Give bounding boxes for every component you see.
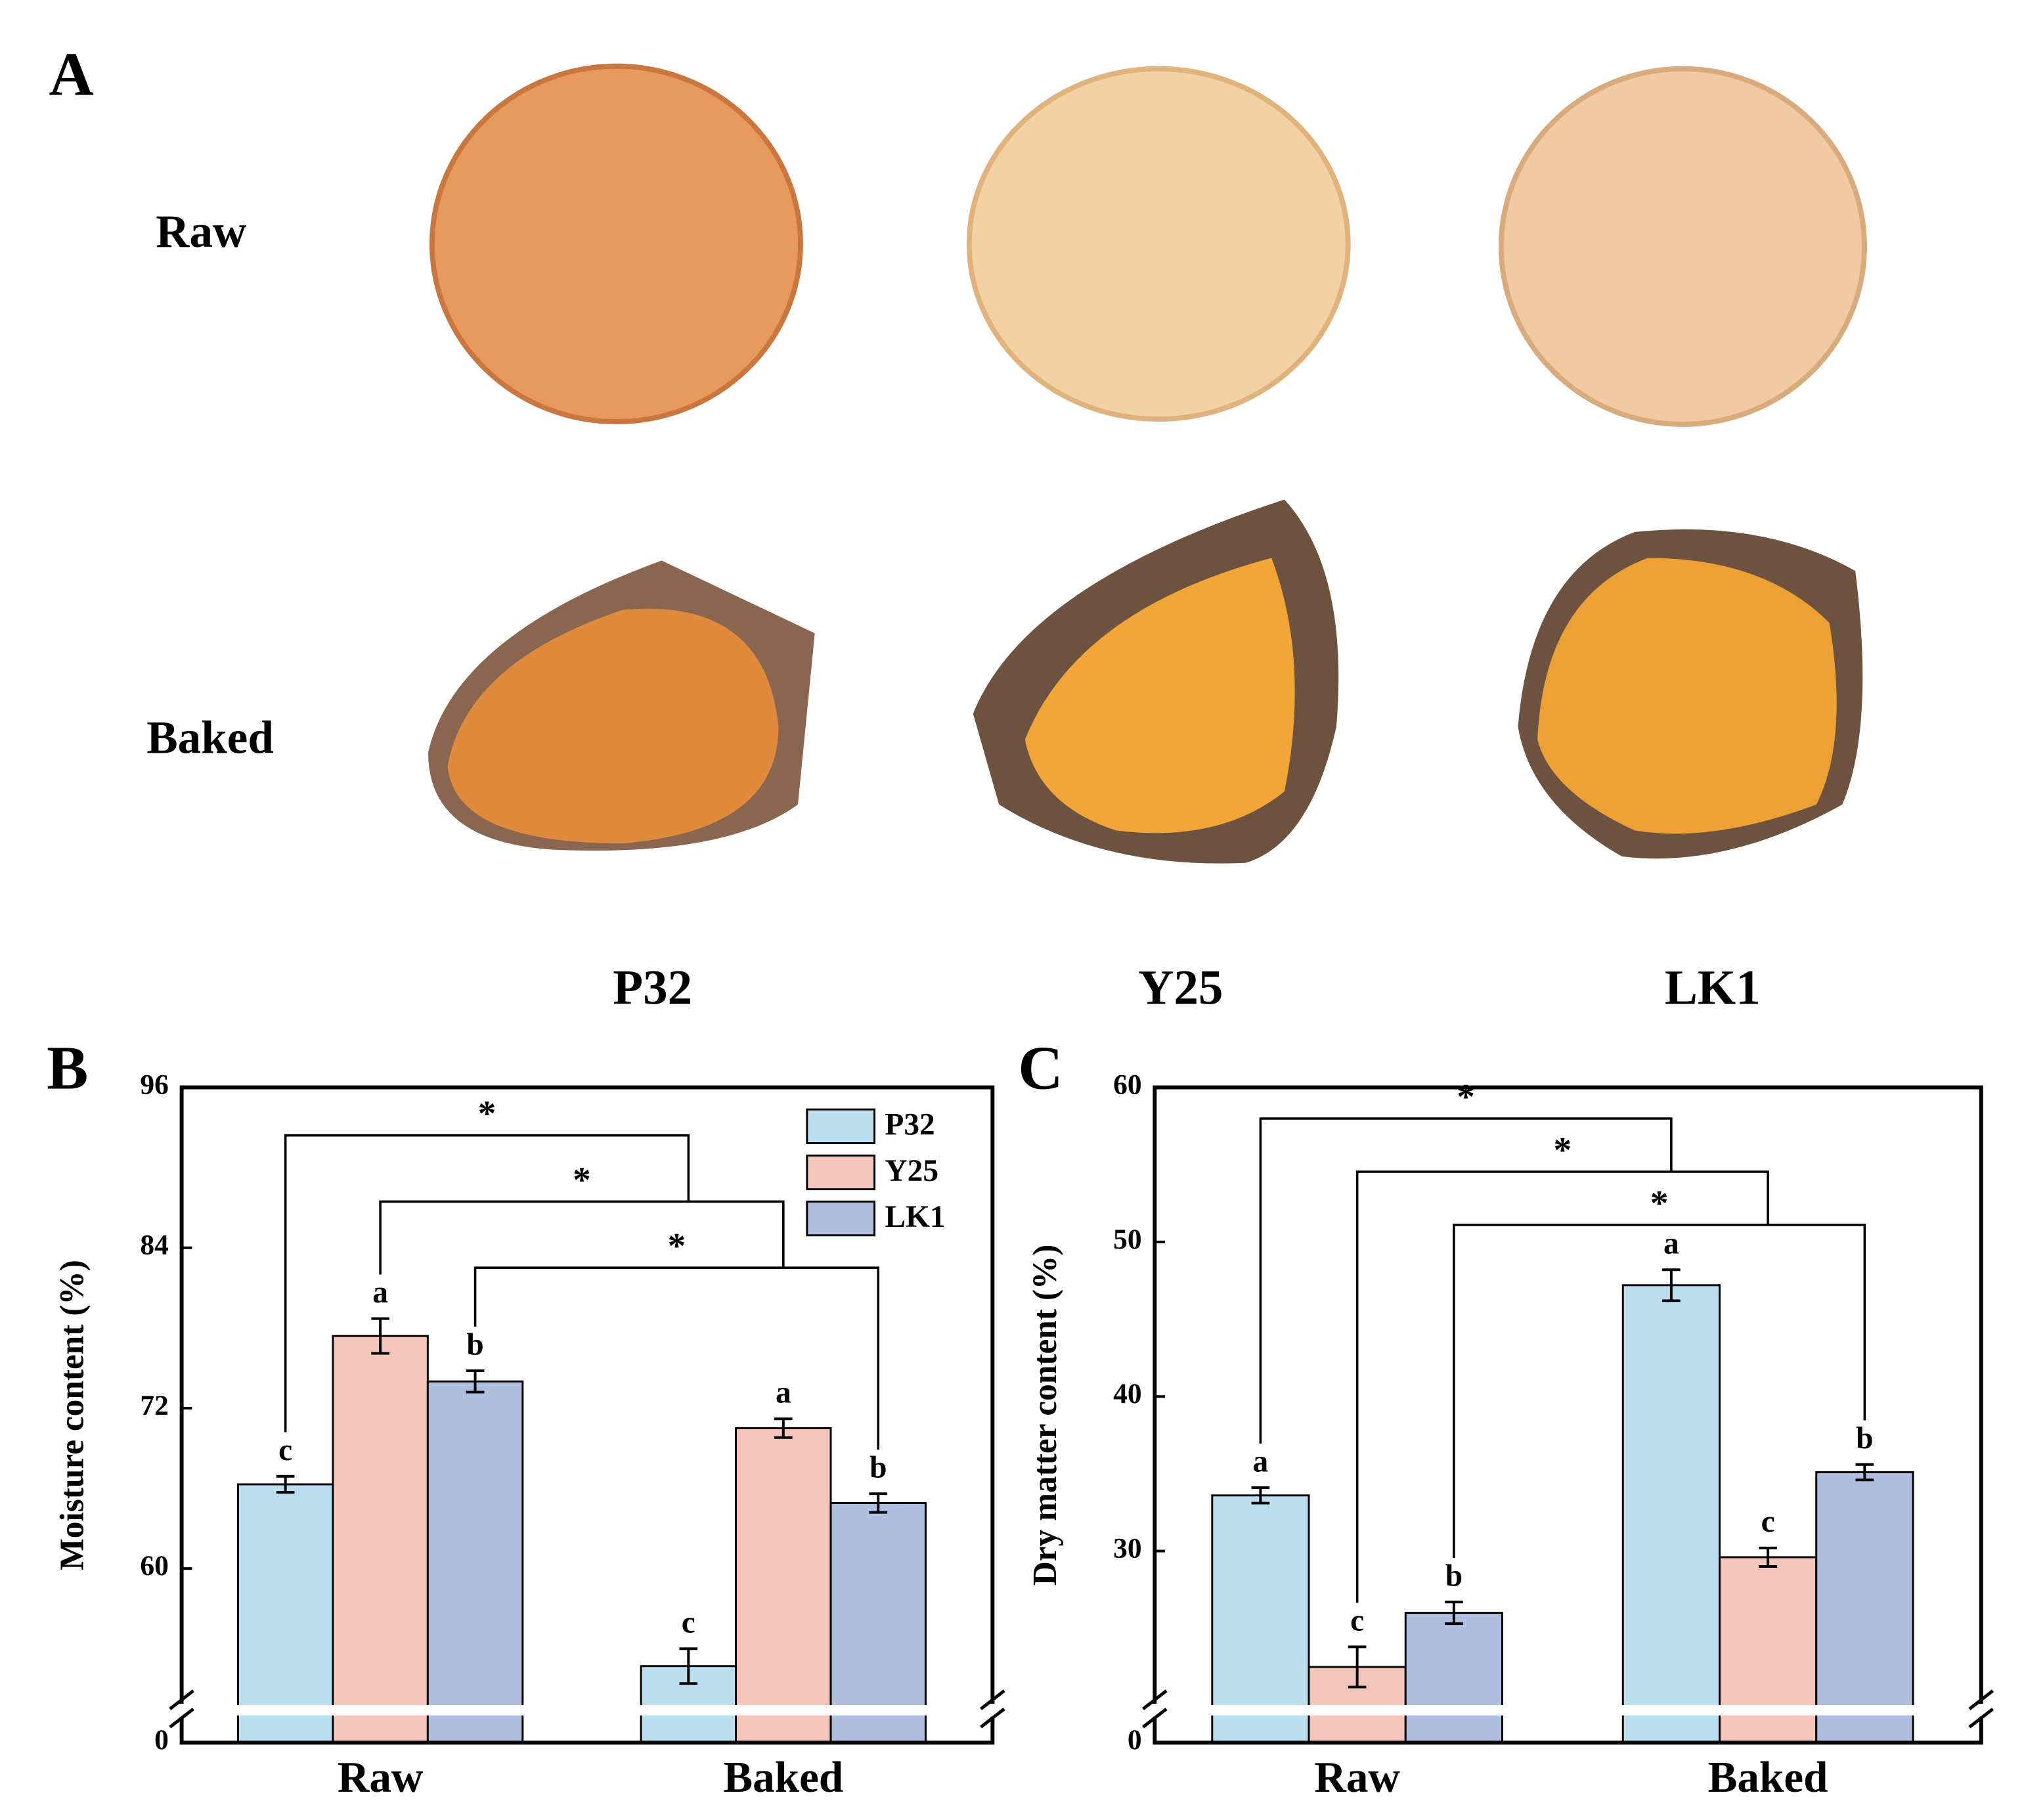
significance-letter: c	[1350, 1604, 1364, 1638]
y-tick-label: 60	[140, 1550, 168, 1582]
legend-label: Y25	[885, 1154, 938, 1188]
baked-slice-photo	[1024, 558, 1295, 833]
significance-letter: c	[278, 1433, 292, 1467]
error-bar	[1759, 1546, 1777, 1568]
bar	[332, 1335, 429, 1744]
raw-slice-photo	[966, 66, 1351, 422]
panel-label: A	[49, 39, 93, 108]
significance-letter: a	[1663, 1227, 1679, 1261]
significance-bracket	[379, 1200, 785, 1275]
error-bar	[276, 1475, 295, 1494]
plot-frame	[1153, 1085, 1983, 1745]
axis-break-mark	[169, 1707, 194, 1729]
axis-break-band	[640, 1704, 927, 1716]
panel-label: C	[1018, 1034, 1063, 1103]
error-bar	[1348, 1645, 1367, 1689]
bar	[1815, 1471, 1914, 1744]
bar	[1211, 1494, 1310, 1744]
legend-swatch	[806, 1108, 876, 1145]
column-label: LK1	[1665, 961, 1761, 1015]
y-tick-label: 84	[140, 1230, 168, 1261]
significance-letter: c	[1761, 1505, 1775, 1539]
significance-star: *	[1457, 1076, 1475, 1117]
legend-swatch	[806, 1154, 876, 1191]
error-bar	[774, 1417, 793, 1439]
error-bar	[869, 1492, 888, 1514]
column-label: Y25	[1138, 961, 1223, 1015]
y-tick-label: 60	[1113, 1069, 1141, 1101]
baked-slice-photo	[447, 608, 779, 844]
x-tick-label: Baked	[1708, 1752, 1828, 1802]
axis-break-band	[1621, 1704, 1914, 1716]
significance-bracket	[1259, 1117, 1673, 1444]
y-tick-label: 30	[1113, 1532, 1141, 1564]
plot-frame	[179, 1085, 995, 1745]
raw-slice-photo	[1498, 66, 1867, 427]
significance-letter: b	[1445, 1559, 1463, 1593]
bar	[735, 1427, 832, 1744]
photo-panel: A Raw Baked P32 Y25 LK1	[49, 39, 1867, 1015]
significance-letter: b	[1856, 1421, 1873, 1455]
bar	[236, 1483, 334, 1744]
y-axis-label: Moisture content (%)	[53, 1260, 91, 1570]
significance-star: *	[1650, 1183, 1669, 1223]
significance-letter: c	[682, 1606, 695, 1640]
significance-bracket	[284, 1134, 690, 1432]
significance-letter: b	[466, 1327, 483, 1362]
axis-break-mark	[169, 1689, 194, 1710]
y-tick-label: 72	[140, 1390, 168, 1421]
significance-letter: a	[372, 1276, 388, 1310]
x-tick-label: Raw	[338, 1752, 424, 1802]
error-bar	[466, 1369, 485, 1394]
axis-break-band	[236, 1704, 524, 1716]
y-tick-label: 50	[1113, 1224, 1141, 1255]
column-label: P32	[613, 961, 692, 1015]
significance-star: *	[668, 1226, 686, 1266]
panel-label: B	[47, 1034, 88, 1103]
axis-break-band	[1210, 1704, 1504, 1716]
legend-label: LK1	[885, 1200, 945, 1234]
axis-break-mark	[1968, 1689, 1994, 1710]
baked-slice-photo	[1537, 558, 1837, 834]
axis-break-mark	[980, 1689, 1005, 1710]
y-tick-label: 0	[1128, 1724, 1142, 1756]
y-tick-label: 0	[154, 1724, 169, 1756]
significance-bracket	[1355, 1170, 1769, 1603]
error-bar	[1855, 1463, 1874, 1482]
x-tick-label: Baked	[723, 1752, 843, 1802]
bar	[426, 1380, 524, 1744]
charts: B Moisture content (%) 0 60 72 84 96 Raw Baked c c…	[47, 1034, 1994, 1802]
legend-swatch	[806, 1200, 876, 1237]
axis-break-mark	[1142, 1689, 1168, 1710]
axis-break-mark	[1142, 1707, 1168, 1729]
axis-break-mark	[980, 1707, 1005, 1729]
y-tick-label: 96	[140, 1069, 168, 1101]
raw-slice-photo	[429, 63, 803, 425]
significance-bracket	[1453, 1224, 1866, 1558]
row-label: Baked	[146, 712, 274, 763]
axis-break-mark	[1968, 1707, 1994, 1729]
error-bar	[1662, 1268, 1681, 1302]
legend-label: P32	[885, 1108, 935, 1142]
significance-letter: a	[776, 1376, 791, 1410]
significance-letter: b	[869, 1451, 887, 1485]
bar	[1621, 1284, 1721, 1744]
error-bar	[1445, 1601, 1463, 1626]
significance-star: *	[573, 1159, 591, 1199]
error-bar	[1251, 1486, 1270, 1505]
significance-bracket	[473, 1266, 880, 1450]
significance-star: *	[1554, 1130, 1572, 1170]
error-bar	[371, 1317, 389, 1355]
bar	[1404, 1612, 1503, 1744]
row-label: Raw	[156, 206, 246, 257]
y-tick-label: 40	[1113, 1378, 1141, 1409]
significance-letter: a	[1253, 1444, 1269, 1478]
y-axis-label: Dry matter content (%)	[1026, 1245, 1064, 1586]
error-bar	[679, 1647, 698, 1685]
significance-star: *	[478, 1094, 496, 1134]
x-tick-label: Raw	[1314, 1752, 1400, 1802]
